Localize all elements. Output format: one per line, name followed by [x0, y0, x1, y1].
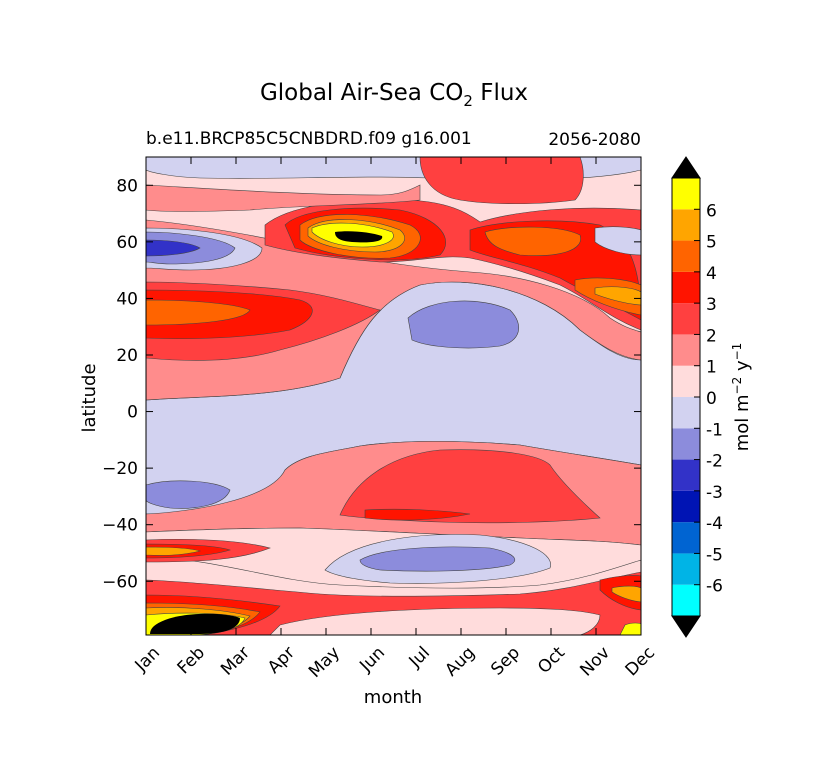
colorbar-tick-label: 2 — [706, 326, 717, 346]
contour-subpolar-orange-east — [484, 226, 581, 256]
colorbar-swatch — [672, 490, 700, 523]
chart-subtitle-right: 2056-2080 — [548, 130, 641, 150]
x-tick-label: Aug — [441, 643, 479, 681]
contour-south-red-band — [339, 449, 601, 524]
colorbar-tick-label: -4 — [706, 514, 723, 534]
x-tick-label: Mar — [217, 643, 254, 680]
colorbar-tick-label: 1 — [706, 358, 717, 378]
colorbar-swatch — [672, 303, 700, 335]
x-tick-label: Jan — [131, 643, 164, 676]
x-tick-label: Jun — [355, 643, 389, 677]
contour-north-blue-dark — [146, 239, 201, 257]
x-tick-label: Jul — [405, 643, 434, 672]
colorbar: -6 -5 -4 -3 -2 -1 0 1 2 3 4 5 6 — [671, 156, 723, 638]
contour-polar-red-ribbon — [419, 157, 584, 205]
contour-dec-gold — [611, 585, 641, 603]
y-axis: 80 60 40 20 0 −20 −40 −60 — [102, 176, 641, 592]
colorbar-label: mol m−2 y−1 — [730, 343, 753, 452]
colorbar-swatch — [672, 553, 700, 585]
x-tick-label: Nov — [576, 643, 614, 681]
colorbar-tick-label: -6 — [706, 577, 723, 597]
x-tick-label: May — [305, 643, 344, 682]
colorbar-swatch — [672, 178, 700, 210]
x-tick-label: Dec — [622, 643, 659, 680]
colorbar-swatch — [672, 522, 700, 554]
contour-tropical-blue-core — [407, 300, 519, 349]
contour-south-blue-mid-core — [359, 546, 515, 572]
x-tick-label: Feb — [174, 643, 209, 678]
y-tick-label: 80 — [116, 176, 138, 196]
contour-polar-pink-ribbon — [146, 184, 421, 212]
colorbar-swatch — [672, 209, 700, 241]
colorbar-tick-label: -2 — [706, 452, 723, 472]
colorbar-swatch — [672, 584, 700, 616]
x-tick-label: Sep — [487, 643, 524, 680]
colorbar-tick-label: 4 — [706, 264, 717, 284]
colorbar-swatch — [672, 365, 700, 397]
contour-field — [146, 157, 641, 635]
colorbar-swatch — [672, 334, 700, 366]
contour-south-pink-lower — [269, 607, 601, 635]
contour-south-polar-orange — [146, 546, 202, 556]
y-tick-label: −40 — [102, 516, 138, 536]
chart-subtitle-left: b.e11.BRCP85C5CNBDRD.f09 g16.001 — [146, 129, 472, 149]
contour-dec-yellow — [619, 622, 641, 635]
contour-south-blue-west — [146, 480, 231, 509]
colorbar-under-arrow — [671, 615, 701, 638]
colorbar-tick-label: 0 — [706, 389, 717, 409]
x-axis-label: month — [364, 687, 422, 708]
y-tick-label: −60 — [102, 572, 138, 592]
contour-south-red-tail — [364, 508, 471, 521]
contour-north-orange-blob — [146, 299, 251, 326]
chart-title: Global Air-Sea CO2 Flux — [260, 80, 528, 110]
y-tick-label: 0 — [127, 403, 138, 423]
plot-frame — [145, 156, 642, 636]
colorbar-tick-label: -3 — [706, 483, 723, 503]
colorbar-swatch — [672, 240, 700, 272]
y-tick-label: −20 — [102, 459, 138, 479]
contour-hotspot-black — [335, 231, 383, 243]
colorbar-tick-label: 6 — [706, 201, 717, 221]
colorbar-tick-label: -1 — [706, 420, 723, 440]
colorbar-tick-label: 5 — [706, 233, 717, 253]
y-tick-label: 40 — [116, 289, 138, 309]
colorbar-swatch — [672, 459, 700, 491]
contour-north-blue-east — [594, 226, 641, 256]
colorbar-swatch — [672, 397, 700, 429]
x-tick-label: Oct — [534, 643, 569, 678]
colorbar-swatch — [672, 428, 700, 460]
x-tick-label: Apr — [264, 643, 299, 678]
y-axis-label: latitude — [79, 363, 100, 432]
colorbar-tick-label: -5 — [706, 545, 723, 565]
colorbar-swatch — [672, 271, 700, 304]
colorbar-over-arrow — [671, 156, 701, 179]
y-tick-label: 20 — [116, 346, 138, 366]
y-tick-label: 60 — [116, 233, 138, 253]
colorbar-tick-label: 3 — [706, 295, 717, 315]
contour-subpolar-gold-east — [594, 286, 641, 306]
contour-south-black-lower — [150, 613, 240, 634]
